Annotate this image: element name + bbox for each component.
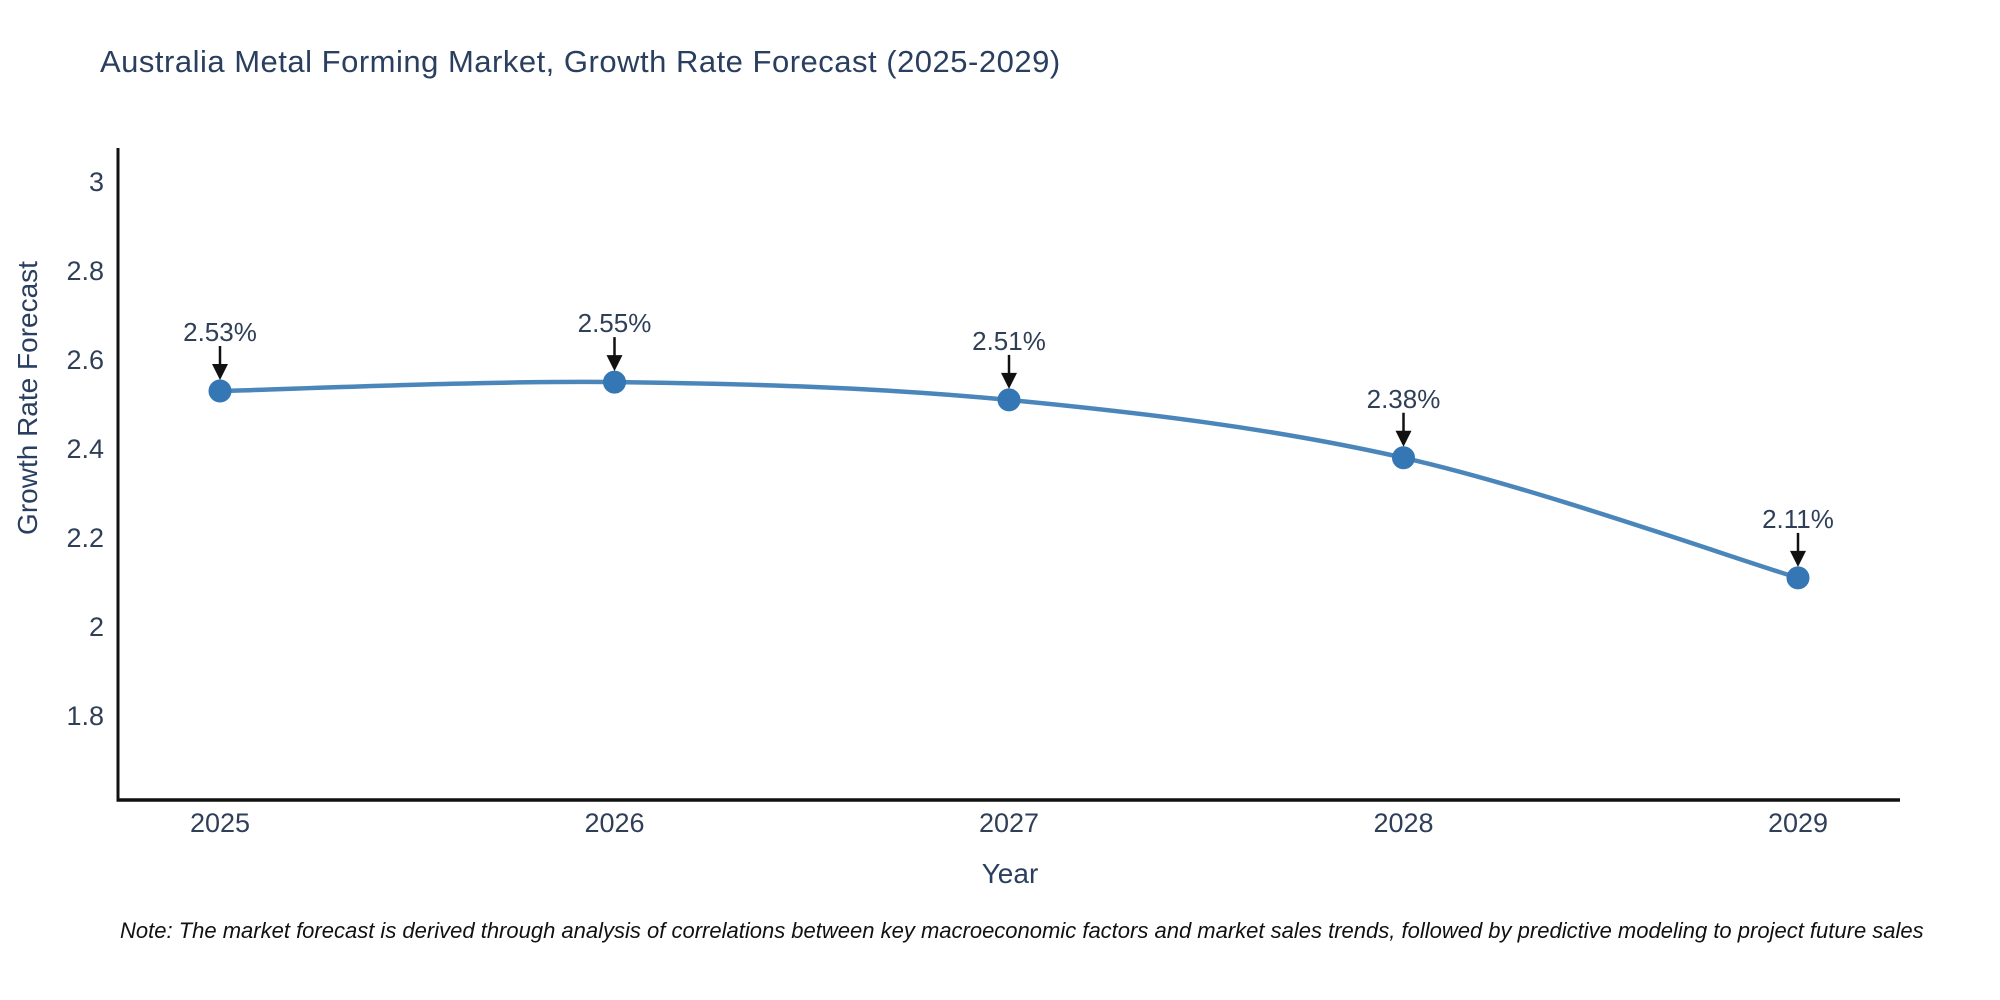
annotation-arrow-head — [1001, 372, 1017, 389]
footnote: Note: The market forecast is derived thr… — [120, 918, 1924, 943]
chart-title: Australia Metal Forming Market, Growth R… — [100, 44, 1061, 79]
y-tick-label: 2.2 — [66, 523, 104, 553]
data-point-marker[interactable] — [603, 370, 626, 394]
x-tick-label: 2026 — [584, 808, 644, 838]
annotation-arrow-head — [212, 363, 228, 380]
y-tick-label: 1.8 — [66, 701, 104, 731]
x-tick-label: 2028 — [1373, 808, 1433, 838]
y-tick-label: 2 — [89, 612, 104, 642]
data-point-label: 2.38% — [1367, 384, 1441, 414]
y-tick-label: 2.4 — [66, 434, 104, 464]
y-tick-label: 2.8 — [66, 256, 104, 286]
annotation-arrow-head — [1395, 430, 1412, 447]
data-point-marker[interactable] — [208, 379, 232, 403]
data-point-marker[interactable] — [1392, 446, 1415, 470]
data-point-marker[interactable] — [997, 388, 1021, 412]
data-point-label: 2.53% — [183, 317, 257, 347]
x-tick-label: 2029 — [1768, 808, 1828, 838]
y-tick-label: 2.6 — [66, 345, 104, 375]
data-point-label: 2.11% — [1762, 504, 1834, 534]
y-tick-label: 3 — [89, 167, 104, 197]
data-point-label: 2.51% — [972, 326, 1046, 356]
data-point-label: 2.55% — [578, 308, 652, 338]
data-point-marker[interactable] — [1786, 566, 1810, 590]
annotation-arrow-head — [1790, 550, 1806, 567]
x-axis-title: Year — [981, 858, 1039, 889]
x-tick-label: 2025 — [190, 808, 250, 838]
y-axis-title: Growth Rate Forecast — [12, 261, 43, 535]
x-tick-label: 2027 — [979, 808, 1039, 838]
annotation-arrow-head — [606, 355, 623, 372]
